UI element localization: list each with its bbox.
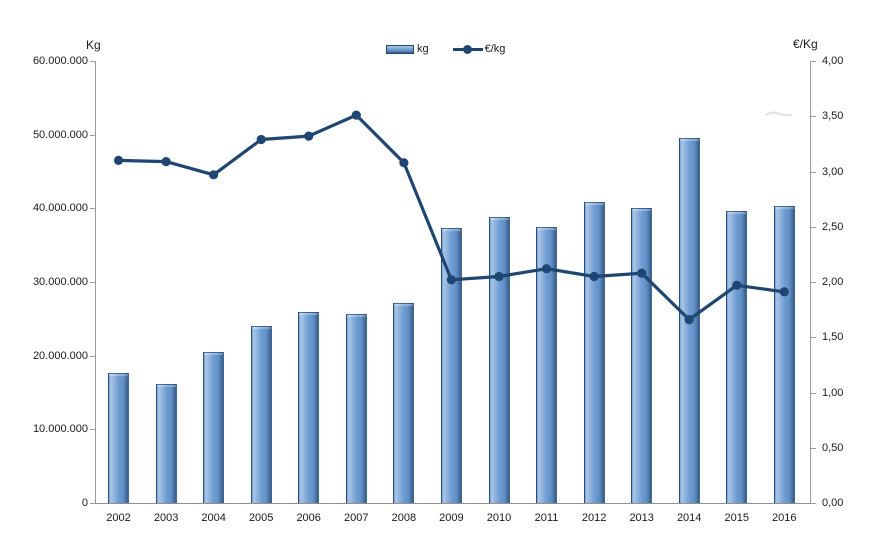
- smudge-artifact: [765, 111, 793, 117]
- right-axis-tick: [811, 337, 816, 339]
- left-axis-tick-label: 10.000.000: [32, 423, 88, 436]
- line-series-swatch-icon: [452, 44, 483, 54]
- right-axis-tick-label: 3,50: [822, 110, 844, 123]
- right-axis-tick-label: 4,00: [822, 55, 844, 67]
- line-marker-2006: [304, 131, 314, 141]
- x-axis-label-2011: 2011: [534, 512, 559, 524]
- bar-2013: [631, 207, 653, 503]
- line-marker-2005: [256, 134, 266, 145]
- legend: kg €/kg: [386, 43, 505, 55]
- bar-2015: [726, 210, 748, 503]
- bar-2011: [536, 226, 557, 504]
- x-axis-label-2013: 2013: [629, 512, 654, 524]
- bar-2005: [250, 326, 272, 503]
- left-axis-tick: [90, 61, 95, 62]
- right-axis-tick: [811, 226, 816, 228]
- right-axis-tick: [811, 503, 816, 504]
- x-axis-label-2007: 2007: [344, 512, 369, 524]
- bar-2016: [773, 206, 795, 503]
- x-axis-label-2006: 2006: [296, 512, 321, 524]
- bar-2014: [678, 138, 700, 503]
- x-axis-label-2005: 2005: [248, 512, 274, 524]
- left-axis-tick: [90, 355, 95, 357]
- left-axis-tick: [90, 282, 95, 283]
- right-axis-tick-label: 3,00: [822, 165, 844, 178]
- right-axis-tick: [811, 447, 816, 449]
- left-axis-line: [95, 61, 96, 503]
- left-axis-tick-label: 20.000.000: [32, 349, 88, 362]
- left-axis-tick: [90, 134, 95, 136]
- right-axis-tick: [811, 392, 816, 394]
- line-marker-2007: [351, 110, 361, 120]
- x-axis-label-2009: 2009: [439, 512, 464, 524]
- bar-series-swatch-icon: [386, 44, 414, 54]
- x-axis-label-2016: 2016: [772, 512, 797, 524]
- x-axis-label-2008: 2008: [391, 512, 417, 524]
- right-axis-tick-label: 2,50: [822, 220, 844, 233]
- right-axis-line: [810, 61, 811, 503]
- legend-item-kg: kg: [386, 43, 429, 55]
- right-axis-tick: [811, 116, 816, 118]
- bar-2009: [440, 227, 462, 503]
- left-axis-tick-label: 0: [81, 497, 88, 509]
- left-axis-tick: [90, 429, 95, 431]
- line-marker-2004: [209, 170, 219, 180]
- line-marker-2002: [113, 155, 124, 165]
- legend-item-eur-kg: €/kg: [429, 43, 506, 55]
- right-axis-tick-label: 1,50: [822, 331, 844, 344]
- right-axis-tick-label: 2,00: [822, 276, 844, 288]
- line-marker-2008: [399, 158, 409, 168]
- bar-2002: [108, 372, 129, 503]
- left-axis-tick-label: 40.000.000: [32, 202, 88, 215]
- right-axis-tick: [811, 61, 816, 62]
- bar-2008: [393, 303, 415, 503]
- right-axis-tick-label: 0,00: [822, 497, 844, 509]
- legend-label-eur-kg: €/kg: [484, 43, 506, 55]
- right-axis-tick-label: 1,00: [822, 386, 844, 399]
- x-axis-label-2003: 2003: [153, 512, 179, 524]
- x-axis-label-2012: 2012: [581, 512, 607, 524]
- x-axis-label-2014: 2014: [676, 512, 702, 524]
- right-axis-tick-label: 0,50: [822, 441, 844, 454]
- x-axis-label-2002: 2002: [106, 512, 131, 524]
- x-axis-label-2004: 2004: [201, 512, 226, 524]
- right-axis-tick: [811, 171, 816, 173]
- bar-2004: [203, 352, 225, 503]
- line-marker-icon: [463, 44, 473, 54]
- left-axis-tick-label: 30.000.000: [32, 276, 88, 288]
- right-axis-tick: [811, 282, 816, 283]
- legend-label-kg: kg: [417, 43, 429, 55]
- left-axis-title: Kg: [86, 38, 101, 52]
- left-axis-tick-label: 60.000.000: [32, 55, 88, 67]
- right-axis-title: €/Kg: [793, 37, 818, 51]
- line-marker-2003: [161, 157, 171, 167]
- bar-2006: [298, 311, 320, 503]
- x-axis-line: [95, 503, 811, 504]
- left-axis-tick-label: 50.000.000: [32, 128, 88, 141]
- bar-2010: [488, 217, 510, 503]
- bar-2003: [155, 384, 177, 503]
- bar-2007: [345, 313, 367, 503]
- bar-2012: [583, 202, 605, 503]
- x-axis-label-2010: 2010: [486, 512, 512, 524]
- left-axis-tick: [90, 503, 95, 504]
- x-axis-label-2015: 2015: [724, 512, 750, 524]
- left-axis-tick: [90, 208, 95, 210]
